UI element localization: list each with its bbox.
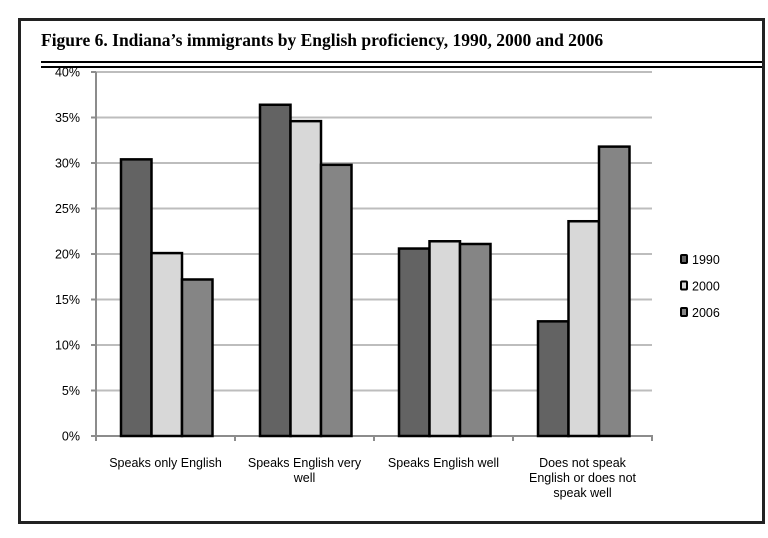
- y-tick-label: 10%: [55, 339, 80, 353]
- bar-2000: [289, 119, 323, 438]
- legend-swatch-1990: [680, 254, 688, 264]
- y-tick-label: 5%: [62, 384, 80, 398]
- legend-swatch-2000: [680, 280, 688, 291]
- bar-1990: [536, 320, 570, 438]
- bar-2006: [597, 145, 631, 438]
- y-tick-label: 40%: [55, 66, 80, 80]
- y-tick-label: 35%: [55, 111, 80, 125]
- x-category-label: Speaks English very: [248, 456, 362, 470]
- bar-2006: [458, 242, 492, 438]
- y-tick-label: 30%: [55, 157, 80, 171]
- bar-2006: [319, 163, 353, 438]
- bar-1990: [119, 158, 153, 438]
- y-tick-label: 0%: [62, 430, 80, 444]
- x-category-label: Does not speak: [539, 456, 627, 470]
- y-tick-label: 15%: [55, 293, 80, 307]
- bar-2006: [180, 278, 214, 438]
- y-tick-label: 20%: [55, 248, 80, 262]
- figure-title: Figure 6. Indiana’s immigrants by Englis…: [41, 30, 604, 50]
- x-category-label: Speaks only English: [109, 456, 222, 470]
- x-category-label: speak well: [553, 486, 611, 500]
- title-rule-bottom: [41, 66, 762, 68]
- y-tick-label: 25%: [55, 202, 80, 216]
- x-category-label: well: [293, 471, 316, 485]
- bar-2000: [567, 219, 601, 438]
- x-category-label: English or does not: [529, 471, 637, 485]
- legend-label-1990: 1990: [692, 253, 720, 267]
- title-rule-top: [41, 61, 762, 63]
- legend-label-2006: 2006: [692, 306, 720, 320]
- bar-1990: [397, 247, 431, 438]
- legend-swatch-2006: [680, 307, 688, 317]
- bar-2000: [428, 240, 462, 438]
- x-category-label: Speaks English well: [388, 456, 499, 470]
- bar-1990: [258, 103, 292, 438]
- bar-2000: [150, 251, 184, 438]
- legend-label-2000: 2000: [692, 280, 720, 294]
